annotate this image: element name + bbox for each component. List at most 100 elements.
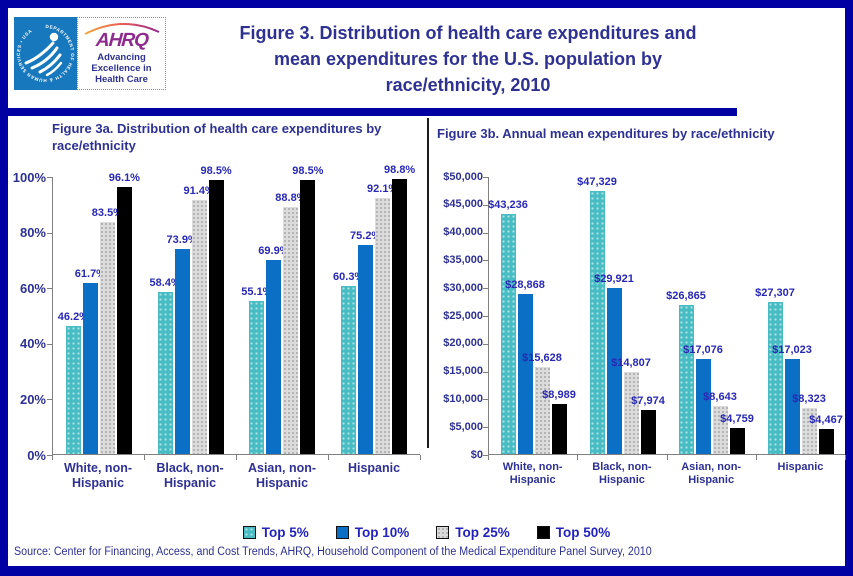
bar-top-50-hispanic: 98.8% — [384, 164, 415, 454]
legend-item-top-25: Top 25% — [436, 525, 510, 540]
bar-top-10-white-non-hispanic: 61.7% — [75, 268, 106, 454]
y-axis-tick-label: $10,000 — [443, 392, 483, 405]
hhs-ring-text: DEPARTMENT OF HEALTH & HUMAN SERVICES • … — [16, 24, 75, 83]
bar-value-label: 60.3% — [333, 271, 365, 284]
category-label-asian-non-hispanic: Asian, non- Hispanic — [681, 461, 742, 487]
legend-swatch-black — [536, 526, 550, 539]
bar-value-label: $15,628 — [522, 352, 562, 365]
y-axis-tick — [483, 371, 488, 373]
y-axis-tick-label: $40,000 — [443, 226, 483, 239]
panel-divider — [427, 118, 429, 448]
bar-top-5-white-non-hispanic: 46.2% — [58, 311, 89, 454]
category-label-black-non-hispanic: Black, non- Hispanic — [156, 461, 224, 490]
y-axis-tick — [47, 232, 52, 234]
y-axis-tick-label: $45,000 — [443, 198, 483, 211]
bar-group-white-non-hispanic: $43,236 $28,868 $15,628 $8,989 — [488, 177, 578, 454]
y-axis-tick — [47, 455, 52, 456]
legend-item-top-50: Top 50% — [536, 525, 611, 540]
bar-value-label: $43,236 — [488, 198, 528, 211]
x-axis-tick — [328, 455, 329, 460]
bar-top-50-black-non-hispanic: $7,974 — [631, 395, 665, 454]
bar-top-5-black-non-hispanic: $47,329 — [577, 176, 617, 454]
bar-value-label: 98.8% — [384, 164, 416, 177]
bar-top-10-white-non-hispanic: $28,868 — [505, 279, 545, 454]
y-axis-tick-label: 40% — [19, 336, 46, 352]
x-axis-tick — [420, 455, 421, 460]
legend-swatch-blue — [335, 526, 349, 539]
bar-group-asian-non-hispanic: $26,865 $17,076 $8,643 $4,759 — [666, 177, 756, 454]
svg-text:DEPARTMENT OF HEALTH & HUMAN S: DEPARTMENT OF HEALTH & HUMAN SERVICES • … — [16, 24, 75, 83]
bar-top-5-asian-non-hispanic: 55.1% — [241, 286, 272, 454]
bar-value-label: 75.2% — [350, 229, 382, 242]
bar-value-label: $47,329 — [577, 175, 617, 188]
y-axis-tick-label: 80% — [19, 225, 46, 241]
bar-value-label: 55.1% — [241, 285, 273, 298]
bar-value-label: $4,467 — [809, 414, 843, 427]
legend-label: Top 10% — [354, 525, 410, 540]
y-axis-tick-label: $50,000 — [443, 170, 483, 183]
legend-item-top-10: Top 10% — [335, 525, 410, 540]
y-axis-tick — [483, 288, 488, 290]
y-axis-tick — [47, 399, 52, 401]
bar-value-label: 91.4% — [183, 184, 215, 197]
source-note: Source: Center for Financing, Access, an… — [14, 546, 652, 558]
fig3a-title: Figure 3a. Distribution of health care e… — [52, 121, 382, 153]
x-axis-tick — [845, 455, 846, 460]
y-axis-tick-label: 60% — [19, 280, 46, 296]
bar-top-25-black-non-hispanic: 91.4% — [184, 185, 215, 454]
y-axis-tick — [47, 343, 52, 345]
bar-top-25-hispanic: 92.1% — [367, 183, 398, 454]
bar-value-label: $8,989 — [542, 389, 576, 401]
ahrq-logo: AHRQ Advancing Excellence in Health Care — [77, 17, 166, 90]
category-label-black-non-hispanic: Black, non- Hispanic — [592, 461, 652, 487]
legend: Top 5% Top 10% Top 25% Top 50% — [8, 525, 845, 540]
bar-value-label: 92.1% — [367, 183, 399, 195]
y-axis-tick-label: 0% — [27, 447, 46, 463]
hhs-logo: DEPARTMENT OF HEALTH & HUMAN SERVICES • … — [14, 17, 77, 90]
bar-top-50-asian-non-hispanic: $4,759 — [720, 413, 754, 454]
y-axis-tick-label: 100% — [12, 169, 46, 185]
hhs-ahrq-logo: DEPARTMENT OF HEALTH & HUMAN SERVICES • … — [14, 17, 166, 90]
bar-top-50-asian-non-hispanic: 98.5% — [292, 165, 323, 454]
bar-top-50-black-non-hispanic: 98.5% — [201, 165, 232, 454]
y-axis-tick — [483, 232, 488, 234]
bar-top-25-hispanic: $8,323 — [792, 393, 826, 454]
y-axis-tick-label: $35,000 — [443, 253, 483, 266]
y-axis-tick-label: $20,000 — [443, 337, 483, 350]
bar-value-label: $7,974 — [631, 394, 665, 407]
bar-value-label: $27,307 — [755, 287, 795, 300]
ahrq-tagline: Advancing Excellence in Health Care — [91, 52, 152, 85]
y-axis-tick-label: $5,000 — [449, 420, 483, 433]
bar-value-label: 88.8% — [275, 192, 307, 205]
category-label-white-non-hispanic: White, non- Hispanic — [502, 461, 563, 487]
legend-swatch-teal — [242, 526, 256, 539]
bar-top-5-hispanic: 60.3% — [333, 271, 364, 454]
legend-item-top-5: Top 5% — [242, 525, 309, 540]
y-axis-tick-label: 20% — [19, 391, 46, 407]
y-axis-tick — [483, 427, 488, 429]
y-axis-tick-label: $0 — [470, 448, 483, 461]
category-label-asian-non-hispanic: Asian, non- Hispanic — [247, 461, 317, 490]
x-axis-tick — [144, 455, 145, 460]
bar-value-label: $17,076 — [683, 344, 723, 357]
legend-swatch-gray — [436, 526, 450, 539]
hhs-eagle-icon: DEPARTMENT OF HEALTH & HUMAN SERVICES • … — [16, 24, 75, 83]
bar-value-label: $14,807 — [611, 356, 651, 369]
bar-top-10-black-non-hispanic: $29,921 — [594, 273, 634, 454]
bar-value-label: 98.5% — [200, 165, 232, 178]
y-axis-tick — [483, 316, 488, 317]
bar-top-10-hispanic: 75.2% — [350, 230, 381, 454]
bar-value-label: 73.9% — [166, 233, 198, 246]
y-axis-tick — [47, 177, 52, 178]
bar-value-label: $26,865 — [666, 289, 706, 302]
bar-top-25-asian-non-hispanic: 88.8% — [275, 192, 306, 454]
bar-top-25-white-non-hispanic: 83.5% — [92, 207, 123, 454]
legend-label: Top 5% — [261, 525, 309, 540]
y-axis-tick-label: $25,000 — [443, 309, 483, 322]
bar-group-white-non-hispanic: 46.2% 61.7% 83.5% 96.1% — [53, 172, 145, 454]
bar-value-label: $8,643 — [703, 390, 737, 403]
bar-top-10-hispanic: $17,023 — [772, 344, 812, 454]
fig3b-plot-area: $43,236 $28,868 $15,628 $8,989 $47,329 $29,92… — [488, 176, 845, 455]
legend-label: Top 50% — [555, 525, 611, 540]
x-axis-tick — [577, 455, 579, 460]
